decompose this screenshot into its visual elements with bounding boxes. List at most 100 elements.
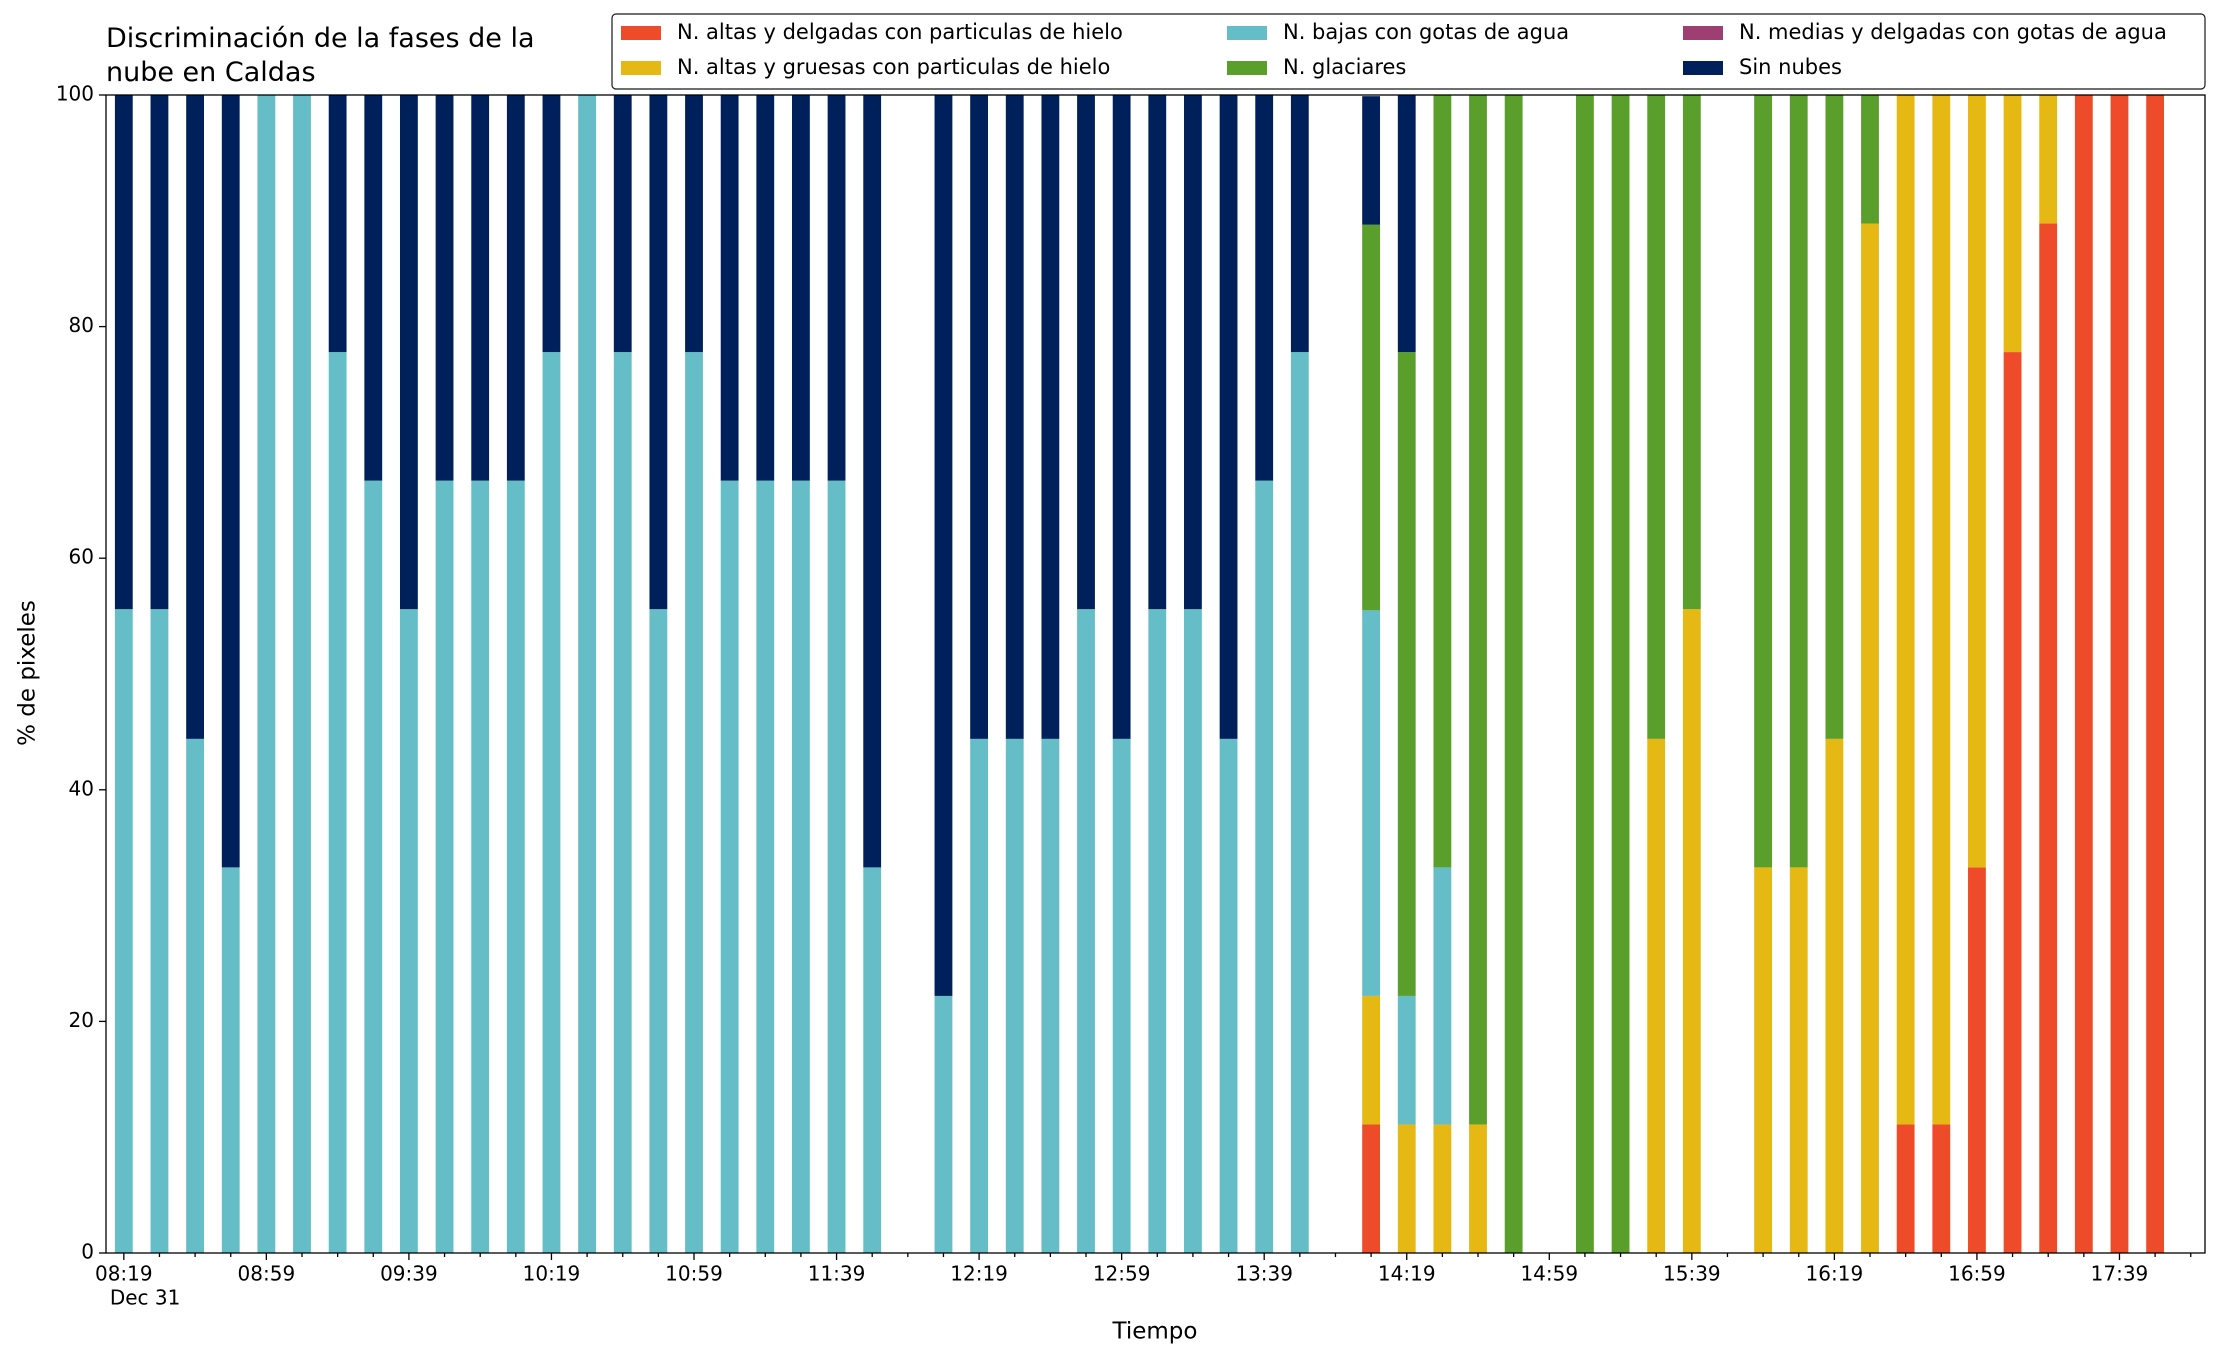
bar-segment <box>1754 95 1773 868</box>
bar-segment <box>1148 609 1167 1253</box>
bar-segment <box>613 352 632 1253</box>
bar-segment <box>792 480 810 1253</box>
x-tick-label: 14:59 <box>1520 1262 1578 1286</box>
bar-segment <box>471 480 490 1253</box>
bar-segment <box>1932 1124 1951 1253</box>
bar-segment <box>1184 95 1202 610</box>
bar-segment <box>542 95 561 353</box>
legend-label: N. bajas con gotas de agua <box>1283 20 1569 44</box>
bar-segment <box>293 95 311 1253</box>
bar-segment <box>1896 95 1915 1125</box>
bar-segment <box>1290 95 1309 353</box>
bar-segment <box>1397 1124 1416 1253</box>
bar-segment <box>1469 1124 1487 1253</box>
bar-segment <box>150 95 169 610</box>
bar-segment <box>1005 95 1024 739</box>
legend-label: N. altas y delgadas con particulas de hi… <box>677 20 1123 44</box>
bar-segment <box>1682 609 1701 1253</box>
bar-segment <box>1362 224 1381 611</box>
bar-segment <box>1362 995 1381 1125</box>
bar-segment <box>1255 480 1274 1253</box>
x-tick-label: 12:59 <box>1093 1262 1151 1286</box>
bar-segment <box>1077 95 1095 610</box>
bar-segment <box>1255 95 1274 481</box>
bar-segment <box>257 95 276 1253</box>
x-tick-label: 15:39 <box>1663 1262 1721 1286</box>
bar-segment <box>2003 95 2022 353</box>
y-tick-label: 60 <box>69 545 94 569</box>
bar-segment <box>1041 95 1060 739</box>
bar-segment <box>756 95 775 481</box>
bar-segment <box>435 95 454 481</box>
bar-segment <box>649 609 668 1253</box>
bar-segment <box>542 352 561 1253</box>
plot-frame <box>105 94 2206 1254</box>
bar-segment <box>1362 1124 1381 1253</box>
x-tick-label: 16:19 <box>1806 1262 1864 1286</box>
bar-segment <box>1290 352 1309 1253</box>
legend-swatch <box>1227 61 1267 75</box>
bar-segment <box>1433 1124 1452 1253</box>
bar-segment <box>150 609 169 1253</box>
y-tick-label: 0 <box>81 1240 94 1264</box>
x-date-label: Dec 31 <box>110 1286 181 1310</box>
legend-box <box>611 13 2206 90</box>
bar-segment <box>827 480 846 1253</box>
bar-segment <box>186 738 205 1253</box>
bar-segment <box>2039 223 2058 1254</box>
y-tick-label: 80 <box>69 313 94 337</box>
bar-segment <box>1112 738 1131 1253</box>
legend-swatch <box>1683 26 1723 40</box>
x-tick-label: 14:19 <box>1378 1262 1436 1286</box>
bar-segment <box>1184 609 1202 1253</box>
bar-segment <box>1469 95 1487 1125</box>
bar-segment <box>1932 95 1951 1125</box>
bar-segment <box>506 480 525 1253</box>
y-tick-label: 100 <box>56 82 94 106</box>
bar-segment <box>1397 995 1416 1125</box>
bar-segment <box>1504 95 1523 1253</box>
bar-segment <box>221 95 240 868</box>
x-tick-label: 09:39 <box>380 1262 438 1286</box>
bar-segment <box>1077 609 1095 1253</box>
legend-swatch <box>621 26 661 40</box>
legend-swatch <box>1683 61 1723 75</box>
legend-label: Sin nubes <box>1739 55 1842 79</box>
bar-segment <box>1861 223 1879 1254</box>
bar-segment <box>1112 95 1131 739</box>
bar-segment <box>970 738 989 1253</box>
bar-segment <box>685 352 703 1253</box>
bar-segment <box>685 95 703 353</box>
y-tick-label: 40 <box>69 776 94 800</box>
bar-segment <box>114 95 133 610</box>
x-tick-label: 08:59 <box>238 1262 296 1286</box>
bar-segment <box>400 95 418 610</box>
x-tick-label: 10:59 <box>665 1262 723 1286</box>
bar-segment <box>1968 867 1986 1253</box>
bar-segment <box>1647 95 1666 739</box>
bar-segment <box>649 95 668 610</box>
bar-segment <box>364 95 383 481</box>
legend-label: N. altas y gruesas con particulas de hie… <box>677 55 1110 79</box>
bar-segment <box>435 480 454 1253</box>
x-tick-label: 17:39 <box>2091 1262 2149 1286</box>
legend-swatch <box>621 61 661 75</box>
bar-segment <box>863 867 882 1253</box>
bar-segment <box>1433 95 1452 868</box>
x-tick-label: 16:59 <box>1948 1262 2006 1286</box>
legend-label: N. glaciares <box>1283 55 1406 79</box>
bar-segment <box>827 95 846 481</box>
bar-segment <box>863 95 882 868</box>
bar-segment <box>934 995 953 1253</box>
bar-segment <box>328 352 347 1253</box>
bar-segment <box>792 95 810 481</box>
x-axis-label: Tiempo <box>1112 1319 1198 1345</box>
bar-segment <box>2074 95 2093 1253</box>
bar-segment <box>756 480 775 1253</box>
bar-segment <box>1397 95 1416 353</box>
x-tick-label: 13:39 <box>1235 1262 1293 1286</box>
bar-segment <box>1362 610 1381 996</box>
bar-segment <box>1825 738 1844 1253</box>
x-tick-label: 11:39 <box>808 1262 866 1286</box>
